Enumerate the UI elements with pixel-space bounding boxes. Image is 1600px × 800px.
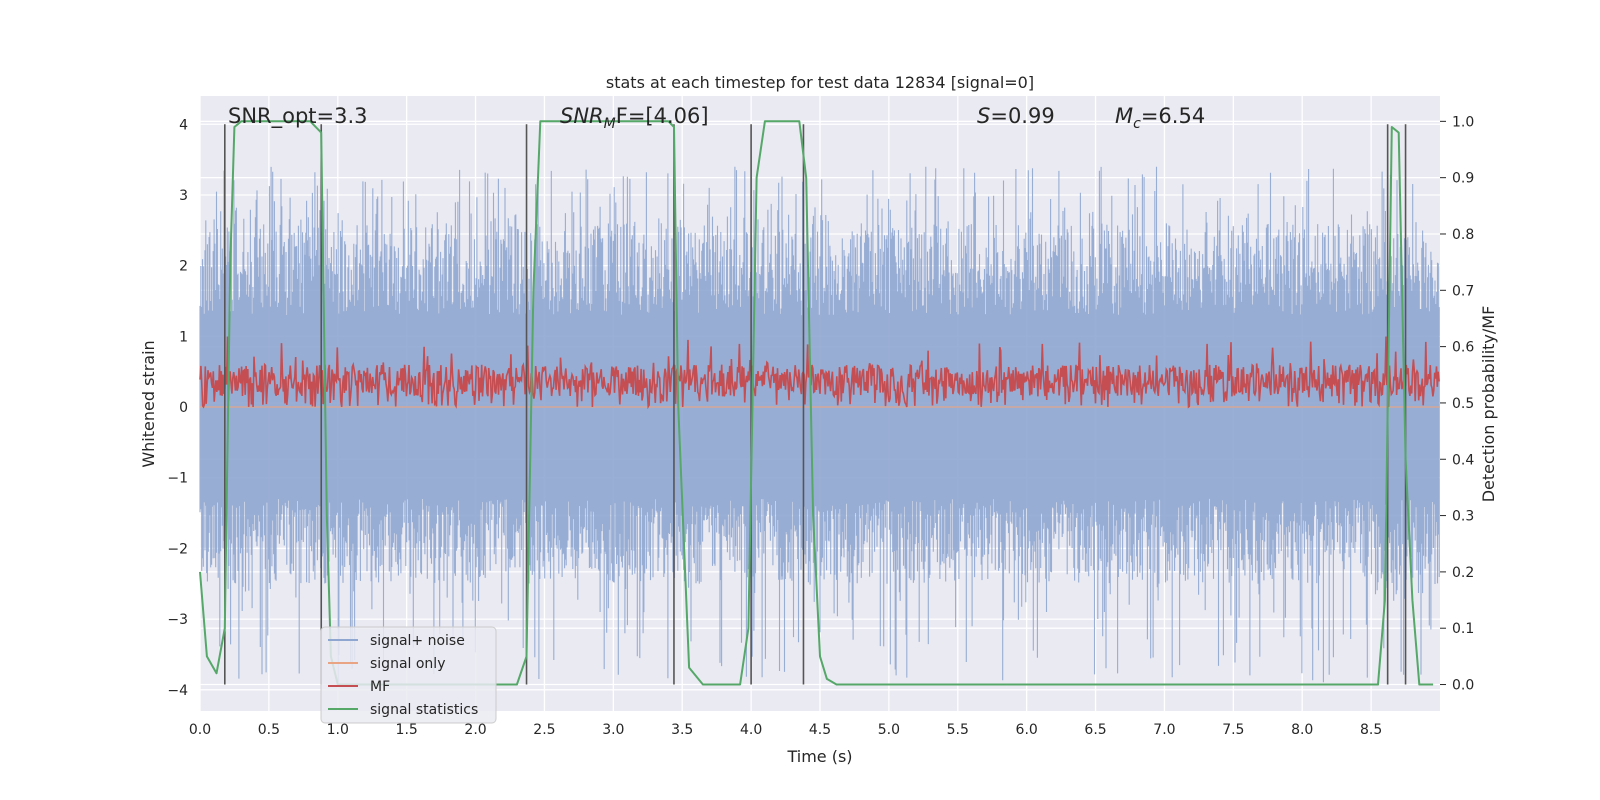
series-layer (199, 166, 1440, 683)
y2-tick-label: 0.7 (1452, 283, 1474, 299)
legend-box (320, 626, 497, 724)
y-tick-label: 4 (179, 117, 188, 133)
legend-label-mf: MF (370, 679, 390, 695)
annotation-snr-mf-subscript: M (604, 116, 616, 132)
y2-tick-label: 0.2 (1452, 565, 1474, 581)
mf-series (199, 336, 1440, 410)
signal-statistics-layer (199, 120, 1434, 686)
y-axis-label: Whitened strain (139, 340, 158, 467)
y2-tick-label: 0.0 (1452, 678, 1474, 694)
y2-tick-label: 0.5 (1452, 396, 1474, 412)
y-tick-label: 3 (179, 188, 188, 204)
x-tick-label: 0.0 (189, 722, 211, 738)
annotation-mc: Mc=6.54 (1115, 104, 1205, 132)
legend: signal+ noise signal only MF signal stat… (320, 626, 497, 724)
chart-title: stats at each timestep for test data 128… (606, 73, 1034, 92)
y2-tick-label: 0.8 (1452, 227, 1474, 243)
x-tick-label: 1.0 (327, 722, 349, 738)
annotation-snr-mf: SNRMF=[4.06] (560, 104, 709, 132)
x-tick-label: 6.0 (1016, 722, 1038, 738)
x-tick-label: 4.0 (740, 722, 762, 738)
annotation-s-symbol: S (977, 104, 990, 128)
annotation-s: S=0.99 (977, 104, 1055, 128)
x-tick-label: 2.5 (533, 722, 555, 738)
annotation-s-value: =0.99 (990, 104, 1054, 128)
annotation-mc-symbol: M (1115, 104, 1133, 128)
y-tick-label: −2 (167, 541, 188, 557)
y-tick-label: −1 (167, 471, 188, 487)
x-tick-label: 7.5 (1222, 722, 1244, 738)
legend-label-signal-noise: signal+ noise (370, 633, 465, 649)
y2-axis-ticks: 0.0 0.1 0.2 0.3 0.4 0.5 0.6 0.7 0.8 0.9 1.0 (1440, 114, 1474, 694)
y-tick-label: 2 (179, 259, 188, 275)
x-axis-label: Time (s) (786, 747, 852, 766)
y2-tick-label: 0.1 (1452, 621, 1474, 637)
x-tick-label: 7.0 (1153, 722, 1175, 738)
x-tick-label: 8.0 (1291, 722, 1313, 738)
annotation-mc-subscript: c (1133, 116, 1141, 132)
x-tick-label: 5.0 (878, 722, 900, 738)
y-tick-label: −4 (167, 683, 188, 699)
y2-axis-label: Detection probability/MF (1479, 306, 1498, 503)
x-tick-label: 4.5 (809, 722, 831, 738)
x-tick-label: 2.0 (464, 722, 486, 738)
x-tick-label: 3.0 (602, 722, 624, 738)
annotation-snr-opt: SNR_opt=3.3 (228, 104, 368, 129)
y2-tick-label: 0.9 (1452, 171, 1474, 187)
x-tick-label: 1.5 (396, 722, 418, 738)
y2-tick-label: 1.0 (1452, 114, 1474, 130)
y2-tick-label: 0.6 (1452, 340, 1474, 356)
x-tick-label: 3.5 (671, 722, 693, 738)
annotation-snr-mf-value: F=[4.06] (616, 104, 709, 128)
y-tick-label: −3 (167, 612, 188, 628)
annotation-mc-value: =6.54 (1141, 104, 1205, 128)
y2-tick-label: 0.4 (1452, 452, 1474, 468)
y-axis-ticks: −4 −3 −2 −1 0 1 2 3 4 (167, 117, 188, 699)
x-tick-label: 0.5 (258, 722, 280, 738)
x-tick-label: 5.5 (947, 722, 969, 738)
y-tick-label: 0 (179, 400, 188, 416)
y-tick-label: 1 (179, 329, 188, 345)
annotation-snr-mf-symbol: SNR (560, 104, 604, 128)
legend-label-signal-statistics: signal statistics (370, 702, 478, 718)
x-tick-label: 8.5 (1360, 722, 1382, 738)
signal-statistics-series (199, 120, 1434, 686)
x-tick-label: 6.5 (1084, 722, 1106, 738)
y2-tick-label: 0.3 (1452, 509, 1474, 525)
legend-label-signal-only: signal only (370, 656, 445, 672)
x-axis-ticks: 0.0 0.5 1.0 1.5 2.0 2.5 3.0 3.5 4.0 4.5 5.0 5.5 6.0 6… (189, 722, 1382, 738)
